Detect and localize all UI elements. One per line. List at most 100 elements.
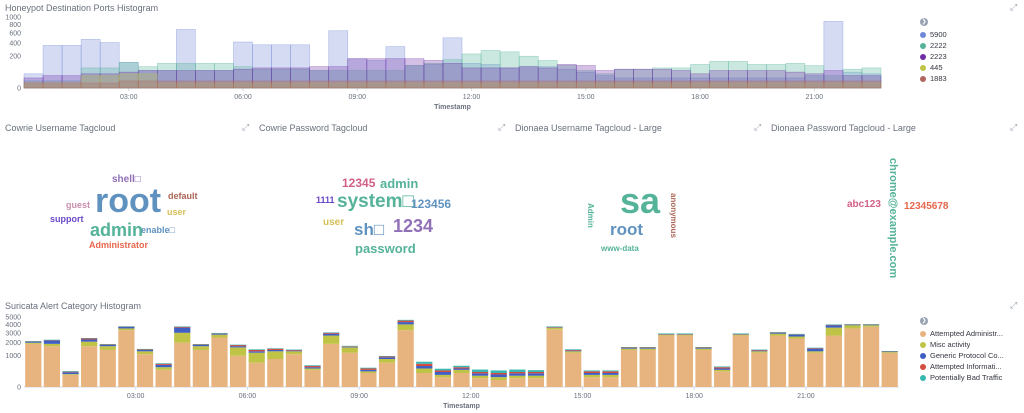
bar-segment[interactable] xyxy=(378,356,396,358)
hist-bar[interactable] xyxy=(271,80,291,89)
bar-segment[interactable] xyxy=(695,349,712,387)
stacked-bar[interactable] xyxy=(788,333,805,387)
tag-word[interactable]: admin xyxy=(380,176,419,191)
dionaea-password-expand-icon[interactable]: ⤢ xyxy=(1010,122,1018,132)
stacked-bar[interactable] xyxy=(174,326,191,387)
hist-bar[interactable] xyxy=(652,80,672,89)
hist-bar[interactable] xyxy=(861,80,882,89)
bar-segment[interactable] xyxy=(788,333,805,335)
stacked-bar[interactable] xyxy=(25,341,42,387)
bar-segment[interactable] xyxy=(751,350,768,352)
bar-segment[interactable] xyxy=(211,332,228,334)
bar-segment[interactable] xyxy=(453,373,470,387)
bar-segment[interactable] xyxy=(248,362,265,387)
hist-bar[interactable] xyxy=(328,80,349,89)
bar-segment[interactable] xyxy=(248,352,265,363)
bar-segment[interactable] xyxy=(248,349,265,350)
tag-word[interactable]: anonymous xyxy=(669,193,678,238)
bar-segment[interactable] xyxy=(807,347,824,349)
stacked-bar[interactable] xyxy=(825,324,842,387)
bar-segment[interactable] xyxy=(378,356,396,357)
bar-segment[interactable] xyxy=(881,351,898,352)
legend-item[interactable]: 2222 xyxy=(920,40,947,51)
bar-segment[interactable] xyxy=(881,351,898,353)
bar-segment[interactable] xyxy=(99,349,116,387)
stacked-bar[interactable] xyxy=(881,351,898,387)
bar-segment[interactable] xyxy=(434,371,451,375)
bar-segment[interactable] xyxy=(825,324,842,326)
bar-segment[interactable] xyxy=(844,328,861,387)
bar-segment[interactable] xyxy=(99,344,116,345)
bar-segment[interactable] xyxy=(490,370,507,373)
bar-segment[interactable] xyxy=(155,363,172,365)
bar-segment[interactable] xyxy=(639,348,656,349)
bar-segment[interactable] xyxy=(304,369,321,387)
tag-word[interactable]: 1111 xyxy=(316,195,335,205)
bar-segment[interactable] xyxy=(881,352,898,353)
hist-bar[interactable] xyxy=(690,80,710,89)
stacked-bar[interactable] xyxy=(248,349,265,387)
bar-segment[interactable] xyxy=(620,348,638,350)
stacked-bar[interactable] xyxy=(136,348,154,387)
bar-segment[interactable] xyxy=(807,351,824,353)
hist-bar[interactable] xyxy=(347,80,368,89)
bar-segment[interactable] xyxy=(397,322,414,325)
bar-segment[interactable] xyxy=(807,348,824,349)
bar-segment[interactable] xyxy=(81,346,98,387)
stacked-bar[interactable] xyxy=(807,347,824,387)
bar-segment[interactable] xyxy=(416,373,433,387)
bar-segment[interactable] xyxy=(714,367,731,369)
bar-segment[interactable] xyxy=(360,369,377,372)
bar-segment[interactable] xyxy=(546,326,563,328)
bar-segment[interactable] xyxy=(844,324,861,325)
hist-bar[interactable] xyxy=(442,80,463,89)
tag-word[interactable]: sa xyxy=(620,180,661,221)
bar-segment[interactable] xyxy=(155,364,172,368)
bar-segment[interactable] xyxy=(769,332,787,333)
bar-segment[interactable] xyxy=(155,369,172,387)
bar-segment[interactable] xyxy=(527,375,545,379)
bar-segment[interactable] xyxy=(714,369,731,372)
tag-word[interactable]: enable□ xyxy=(141,225,175,235)
bar-segment[interactable] xyxy=(136,351,154,355)
bar-segment[interactable] xyxy=(602,370,619,372)
bar-segment[interactable] xyxy=(81,338,98,340)
hist-bar[interactable] xyxy=(137,80,158,89)
hist-bar[interactable] xyxy=(99,82,120,89)
bar-segment[interactable] xyxy=(714,366,731,368)
bar-segment[interactable] xyxy=(62,374,79,387)
bar-segment[interactable] xyxy=(732,333,749,334)
tag-word[interactable]: Admin xyxy=(586,203,595,228)
bar-segment[interactable] xyxy=(192,346,209,350)
bar-segment[interactable] xyxy=(453,368,470,370)
bar-segment[interactable] xyxy=(788,338,805,387)
bar-segment[interactable] xyxy=(769,332,787,334)
bar-segment[interactable] xyxy=(472,373,489,376)
stacked-bar[interactable] xyxy=(416,361,433,387)
bar-segment[interactable] xyxy=(341,346,358,347)
bar-segment[interactable] xyxy=(267,348,284,349)
bar-segment[interactable] xyxy=(360,373,377,387)
bar-segment[interactable] xyxy=(546,326,563,327)
bar-segment[interactable] xyxy=(788,336,805,339)
bar-segment[interactable] xyxy=(639,348,656,350)
tag-word[interactable]: 12345 xyxy=(342,176,376,190)
bar-segment[interactable] xyxy=(453,365,470,368)
bar-segment[interactable] xyxy=(751,352,768,387)
hist-bar[interactable] xyxy=(461,80,482,89)
bar-segment[interactable] xyxy=(211,334,228,338)
hist-bar[interactable] xyxy=(671,80,691,89)
stacked-bar[interactable] xyxy=(546,326,563,387)
bar-segment[interactable] xyxy=(81,341,98,347)
hist-bar[interactable] xyxy=(23,82,44,89)
hist-bar[interactable] xyxy=(290,80,310,89)
stacked-bar[interactable] xyxy=(341,345,358,387)
bar-segment[interactable] xyxy=(211,333,228,335)
bar-segment[interactable] xyxy=(732,335,749,387)
bar-segment[interactable] xyxy=(527,373,545,376)
bar-segment[interactable] xyxy=(862,326,880,387)
bar-segment[interactable] xyxy=(620,348,638,349)
tag-word[interactable]: user xyxy=(167,207,187,217)
bar-segment[interactable] xyxy=(174,342,191,387)
bar-segment[interactable] xyxy=(118,328,135,331)
